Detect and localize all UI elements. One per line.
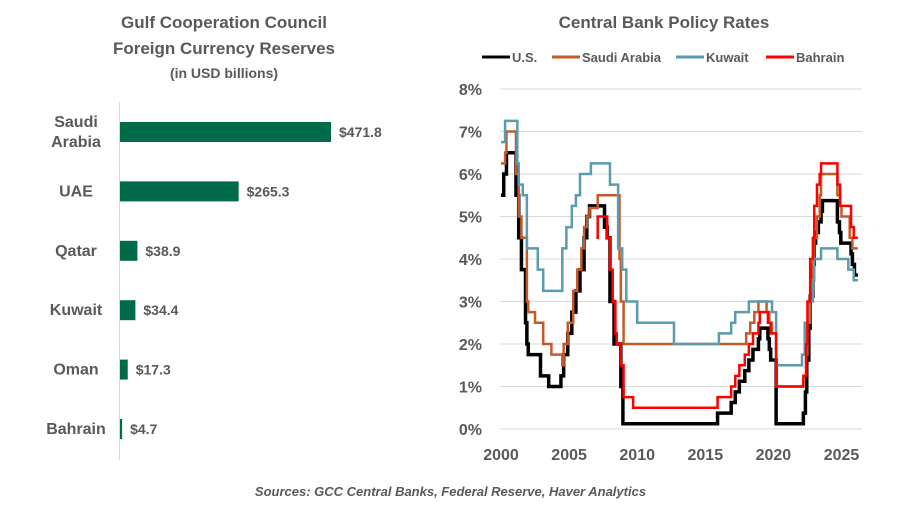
- series-line-bahrain: [596, 162, 858, 409]
- bar-title-line2: Foreign Currency Reserves: [113, 39, 335, 58]
- series-line-kuwait: [501, 119, 858, 367]
- y-tick-label: 8%: [459, 82, 482, 99]
- bar-oman: [120, 359, 128, 380]
- bar-qatar: [120, 240, 138, 261]
- legend-label: Saudi Arabia: [582, 50, 662, 65]
- x-tick-label: 2025: [824, 447, 860, 464]
- x-tick-label: 2015: [688, 447, 724, 464]
- bar-category-label: Bahrain: [46, 421, 106, 438]
- bar-bahrain: [120, 419, 123, 439]
- bar-category-label: Qatar: [55, 243, 97, 260]
- bar-category-label: Kuwait: [50, 302, 103, 319]
- bar-category-label: Saudi: [54, 114, 98, 131]
- bar-data-label: $4.7: [130, 421, 157, 437]
- source-note: Sources: GCC Central Banks, Federal Rese…: [254, 484, 647, 499]
- bar-title: Gulf Cooperation Council: [121, 13, 327, 32]
- x-tick-label: 2020: [756, 447, 792, 464]
- line-title: Central Bank Policy Rates: [559, 13, 770, 32]
- legend-label: U.S.: [512, 50, 537, 65]
- bar-data-label: $34.4: [143, 302, 178, 318]
- y-tick-label: 1%: [459, 380, 482, 397]
- bar-data-label: $471.8: [339, 124, 382, 140]
- y-tick-label: 7%: [459, 125, 482, 142]
- y-tick-label: 0%: [459, 422, 482, 439]
- bar-data-label: $38.9: [145, 243, 180, 259]
- y-tick-label: 3%: [459, 295, 482, 312]
- bar-kuwait: [120, 300, 136, 321]
- series-line-saudiarabia: [501, 130, 858, 388]
- y-tick-label: 6%: [459, 167, 482, 184]
- legend-label: Kuwait: [706, 50, 749, 65]
- bar-category-label: Arabia: [51, 134, 101, 151]
- bar-data-label: $17.3: [136, 362, 171, 378]
- bar-subtitle: (in USD billions): [170, 65, 278, 81]
- bar-category-label: Oman: [53, 362, 98, 379]
- y-tick-label: 4%: [459, 252, 482, 269]
- bar-data-label: $265.3: [247, 183, 290, 199]
- bar-saudi-arabia: [120, 122, 331, 142]
- y-tick-label: 5%: [459, 210, 482, 227]
- bar-uae: [120, 181, 239, 202]
- x-tick-label: 2000: [483, 447, 519, 464]
- x-tick-label: 2010: [619, 447, 655, 464]
- bar-category-label: UAE: [59, 183, 93, 200]
- y-tick-label: 2%: [459, 337, 482, 354]
- legend-label: Bahrain: [796, 50, 844, 65]
- x-tick-label: 2005: [551, 447, 587, 464]
